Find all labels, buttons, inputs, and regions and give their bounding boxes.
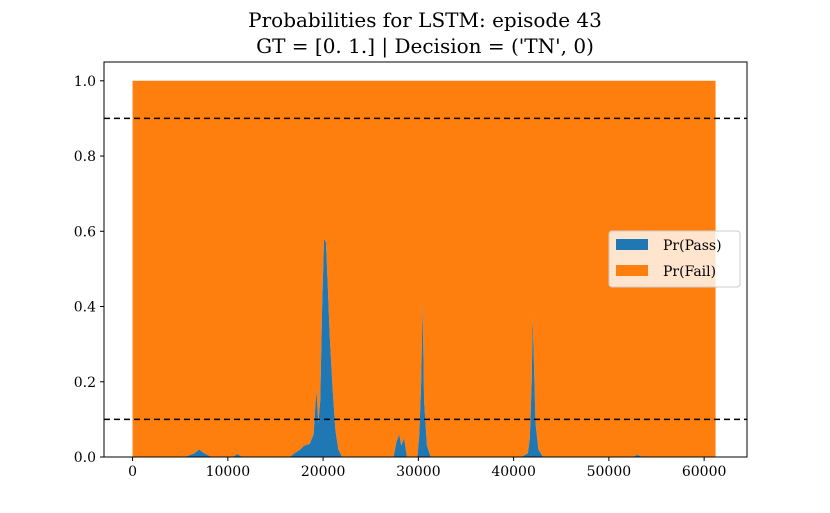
y-tick-label: 0.2 [74, 375, 96, 391]
y-tick-label: 0.4 [74, 300, 96, 316]
y-tick-label: 1.0 [74, 74, 96, 90]
legend-swatch [616, 239, 648, 250]
x-tick-label: 60000 [682, 464, 727, 480]
x-tick-label: 10000 [206, 464, 251, 480]
y-tick-label: 0.0 [74, 450, 96, 466]
axes-frame [103, 61, 748, 458]
threshold-lines [104, 117, 747, 421]
y-tick-label: 0.6 [74, 224, 96, 240]
x-tick-label: 40000 [491, 464, 536, 480]
axes-border [103, 61, 748, 458]
x-tick-label: 50000 [587, 464, 632, 480]
legend-label: Pr(Pass) [663, 238, 722, 254]
x-tick-label: 0 [128, 464, 137, 480]
series-area-pr-pass [132, 238, 716, 457]
series-area-pr-fail [132, 80, 716, 458]
x-tick-label: 30000 [396, 464, 441, 480]
chart-title-line-2: GT = [0. 1.] | Decision = ('TN', 0) [256, 34, 594, 59]
legend-label: Pr(Fail) [663, 264, 716, 280]
legend-swatch [616, 265, 648, 276]
y-axis: 0.0 0.2 0.4 0.6 0.8 1.0 [74, 74, 104, 466]
chart-title-line-1: Probabilities for LSTM: episode 43 [248, 8, 602, 32]
x-axis: 0 10000 20000 30000 40000 50000 60000 [128, 457, 726, 480]
plot-area [132, 80, 716, 458]
legend: Pr(Pass) Pr(Fail) [608, 230, 741, 288]
y-tick-label: 0.8 [74, 149, 96, 165]
x-tick-label: 20000 [301, 464, 346, 480]
